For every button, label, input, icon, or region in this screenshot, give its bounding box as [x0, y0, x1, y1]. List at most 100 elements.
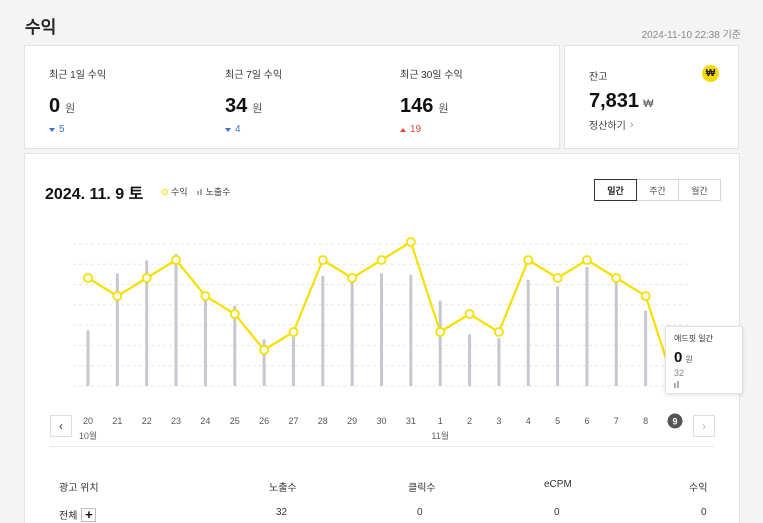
impressions-bar	[556, 286, 560, 386]
balance-label: 잔고	[589, 72, 608, 83]
impressions-bar	[291, 336, 295, 386]
prev-period-button[interactable]: ‹	[50, 415, 72, 437]
impressions-bar	[526, 279, 530, 386]
x-tick-label: 21	[112, 416, 122, 426]
table-divider	[50, 446, 714, 447]
stat-1day: 최근 1일 수익 0 원 5	[49, 66, 106, 135]
trend-down-icon	[49, 127, 55, 132]
row-position: 전체 +	[59, 507, 97, 522]
x-tick-label: 23	[171, 416, 181, 426]
revenue-point	[376, 255, 387, 265]
revenue-point	[552, 273, 563, 283]
col-header-clicks: 클릭수	[408, 483, 436, 494]
stat-value: 0	[49, 95, 61, 117]
x-tick-label: 8	[643, 416, 648, 426]
col-header-position: 광고 위치	[59, 483, 99, 494]
stat-7day: 최근 7일 수익 34 원 4	[225, 66, 282, 135]
x-tick-label: 5	[555, 416, 560, 426]
row-impressions: 32	[276, 507, 288, 518]
row-position-label: 전체	[59, 511, 78, 522]
row-ecpm: 0	[554, 507, 560, 518]
impressions-bar	[614, 281, 618, 386]
tooltip-unit: 원	[685, 355, 693, 364]
legend-impressions: 노출수	[205, 187, 231, 197]
bar-chart-icon	[674, 381, 734, 388]
x-tick-label: 25	[230, 416, 240, 426]
settle-link[interactable]: 정산하기 ›	[589, 117, 633, 133]
revenue-point	[229, 309, 240, 319]
stat-label: 최근 30일 수익	[400, 70, 463, 81]
impressions-bar	[644, 310, 648, 386]
revenue-point	[464, 309, 475, 319]
selected-day-marker	[667, 413, 683, 429]
tab-daily[interactable]: 일간	[594, 179, 637, 201]
legend-bar-icon	[196, 188, 203, 195]
month-label: 11월	[431, 430, 449, 441]
impressions-bar	[585, 266, 589, 386]
revenue-point	[523, 255, 534, 265]
x-tick-label: 20	[83, 416, 93, 426]
x-tick-label: 22	[142, 416, 152, 426]
impressions-bar	[86, 330, 90, 386]
x-tick-label: 27	[288, 416, 298, 426]
revenue-point	[493, 327, 504, 337]
revenue-point	[582, 255, 592, 265]
trend-up-icon	[400, 127, 406, 132]
stat-unit: 원	[65, 103, 76, 115]
next-period-button[interactable]: ›	[693, 415, 715, 437]
month-label: 10월	[79, 430, 97, 441]
impressions-bar	[321, 276, 325, 386]
x-tick-label: 26	[259, 416, 269, 426]
settle-label: 정산하기	[589, 121, 626, 132]
stat-label: 최근 7일 수익	[225, 70, 283, 81]
revenue-point	[288, 327, 299, 337]
revenue-point	[435, 327, 446, 337]
revenue-point	[141, 273, 152, 283]
x-tick-label: 3	[496, 416, 501, 426]
impressions-bar	[174, 254, 178, 386]
revenue-point	[171, 255, 181, 265]
stat-value: 146	[400, 95, 434, 117]
period-tabs: 일간 주간 월간	[594, 179, 721, 201]
revenue-point	[640, 291, 651, 301]
stat-unit: 원	[438, 103, 449, 115]
x-tick-label: 29	[347, 416, 357, 426]
row-revenue: 0	[701, 507, 707, 518]
impressions-bar	[380, 273, 383, 386]
balance-value: 7,831	[589, 90, 640, 112]
x-tick-label: 2	[467, 416, 472, 426]
impressions-bar	[262, 339, 266, 386]
balance-unit: ₩	[643, 98, 654, 110]
x-tick-label: 1	[438, 416, 443, 426]
x-tick-label: 4	[526, 416, 531, 426]
tab-monthly[interactable]: 월간	[678, 179, 721, 201]
tooltip-impressions: 32	[674, 368, 685, 378]
col-header-impressions: 노출수	[269, 483, 297, 494]
trend-down-icon	[225, 127, 231, 132]
revenue-point	[259, 345, 270, 355]
x-tick-label: 28	[318, 416, 328, 426]
revenue-point	[405, 237, 416, 247]
x-tick-label: 6	[584, 416, 589, 426]
summary-card: 최근 1일 수익 0 원 5 최근 7일 수익 34 원 4 최근 30일 수익…	[24, 45, 560, 149]
tooltip-title: 애드핏 일간	[674, 334, 714, 343]
impressions-bar	[203, 298, 207, 386]
revenue-point	[112, 291, 123, 301]
impressions-bar	[468, 334, 472, 386]
x-tick-label: 7	[614, 416, 619, 426]
chart-card: 2024. 11. 9 토 수익 노출수 일간 주간 월간 20 21 22 23 24…	[24, 153, 743, 523]
impressions-bar	[233, 305, 237, 386]
legend-line-icon	[162, 188, 168, 195]
expand-plus-icon[interactable]: +	[81, 507, 97, 522]
revenue-point	[317, 255, 328, 265]
balance-card: 잔고 ₩ 7,831 ₩ 정산하기 ›	[564, 45, 739, 149]
revenue-point	[347, 273, 358, 283]
col-header-revenue: 수익	[689, 483, 708, 494]
revenue-point	[83, 273, 93, 283]
col-header-ecpm: eCPM	[544, 479, 572, 490]
timestamp: 2024-11-10 22:38 기준	[641, 30, 741, 41]
stat-delta: 4	[235, 124, 241, 135]
impressions-bar	[438, 300, 442, 386]
legend-revenue: 수익	[171, 187, 188, 197]
impressions-bar	[497, 338, 501, 386]
